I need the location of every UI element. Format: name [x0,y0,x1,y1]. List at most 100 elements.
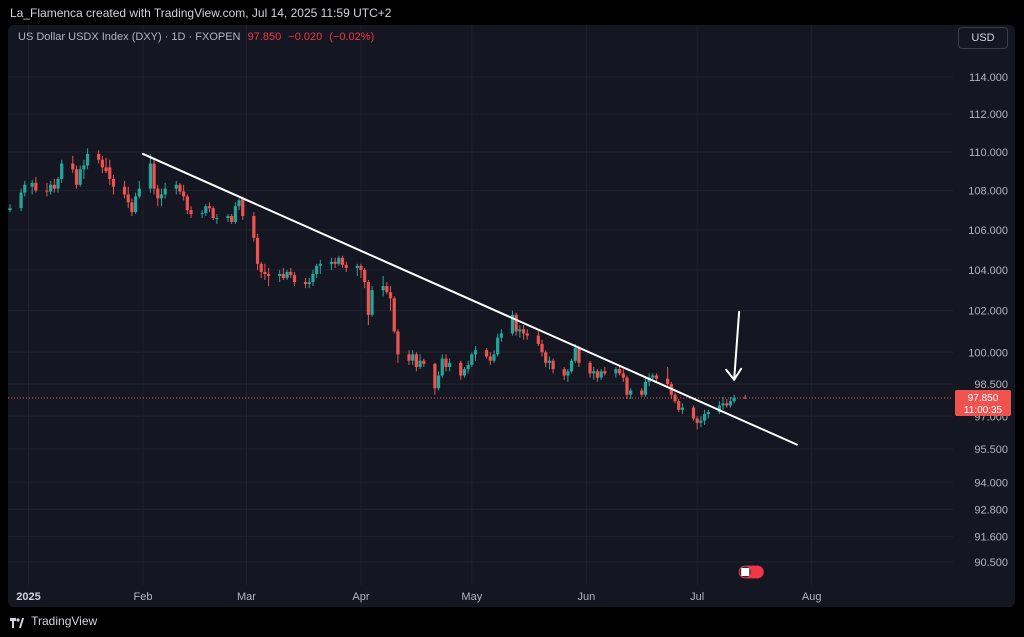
candle-body [303,282,308,285]
candle-bullish [651,373,655,380]
candle-bullish [728,396,733,408]
candle-body [595,371,600,378]
candle-body [281,273,285,278]
candle-body [422,360,426,364]
candle-bearish [551,358,555,374]
candle-bearish [182,184,186,201]
candle-body [717,405,721,412]
candle-bullish [436,371,441,391]
candle-body [19,192,23,209]
candle-bearish [484,348,489,359]
candle-body [71,163,75,170]
economic-events-marker[interactable] [738,565,764,579]
us-flag-icon [741,568,750,576]
time-axis-label: Jun [577,591,595,603]
candle-body [60,163,64,179]
candle-body [510,314,515,334]
candle-bearish [673,392,677,404]
candle-bearish [52,178,56,193]
candle-body [621,373,625,378]
candle-body [436,375,441,389]
tradingview-footer: TradingView [10,614,97,628]
candle-body [163,188,167,195]
candle-bearish [281,267,285,281]
candle-bearish [414,352,419,372]
candle-body [148,163,152,189]
candle-body [130,202,134,213]
candle-bullish [174,180,178,195]
candle-body [233,206,237,222]
candle-body [629,390,633,395]
candle-bullish [440,354,444,378]
time-axis-label: 2025 [16,591,40,603]
candle-bearish [74,165,79,189]
candle-bearish [407,350,411,365]
candle-bullish [566,369,570,382]
candle-bullish [569,358,574,374]
candle-body [307,282,311,285]
price-axis-label: 112.000 [969,109,1008,121]
candle-bullish [499,329,503,342]
candle-body [74,169,79,185]
candle-bearish [669,381,673,400]
trendline[interactable] [142,152,798,446]
candle-body [540,343,544,353]
candle-bullish [418,354,422,370]
candle-body [363,269,367,283]
price-change-percent: (−0.02%) [329,31,375,43]
current-price-tag-background [955,389,1011,416]
candle-bearish [488,352,492,365]
candle-bearish [525,329,529,340]
candle-body [673,394,677,402]
candle-bullish [318,259,322,274]
time-axis-label: Aug [802,591,822,603]
candle-bearish [267,267,271,287]
candle-body [52,184,56,189]
candle-bearish [230,214,234,224]
grid-lines [8,25,953,585]
candle-body [211,208,215,219]
candle-body [56,178,60,189]
candle-body [385,286,389,293]
candle-body [82,165,86,170]
candle-body [654,375,659,379]
candle-body [156,188,160,199]
candle-body [200,213,204,215]
candle-body [651,375,655,378]
candle-bearish [241,196,245,220]
currency-button[interactable]: USD [958,27,1008,49]
candle-body [23,184,27,193]
candle-body [433,363,437,389]
chart-panel[interactable]: 114.000 112.000 110.000 108.000 106.000 104.0… [8,25,1015,607]
candle-bullish [215,214,219,224]
candle-body [577,348,581,363]
candle-body [241,198,245,217]
candle-body [185,196,189,211]
candlestick-chart[interactable]: 114.000 112.000 110.000 108.000 106.000 104.0… [8,25,1015,607]
candle-body [566,371,570,376]
candle-body [699,420,703,423]
candle-bearish [104,157,108,174]
candle-body [618,369,622,374]
candle-bullish [78,165,82,187]
candle-body [721,403,725,406]
candle-body [496,337,500,355]
candle-body [122,186,127,195]
last-price: 97.850 [247,31,282,43]
candle-body [625,377,629,395]
candle-body [396,331,400,355]
candle-bearish [303,277,308,289]
candle-bearish [695,416,699,430]
candle-bullish [233,202,237,224]
candle-body [462,369,467,376]
candle-bearish [521,325,526,340]
candle-body [418,360,422,368]
candle-body [255,237,260,264]
candle-bullish [200,210,204,219]
candle-body [392,298,396,332]
candle-body [359,265,363,270]
candle-body [137,188,141,197]
candle-body [267,273,271,276]
candle-bullish [355,263,359,276]
candle-body [45,190,49,192]
